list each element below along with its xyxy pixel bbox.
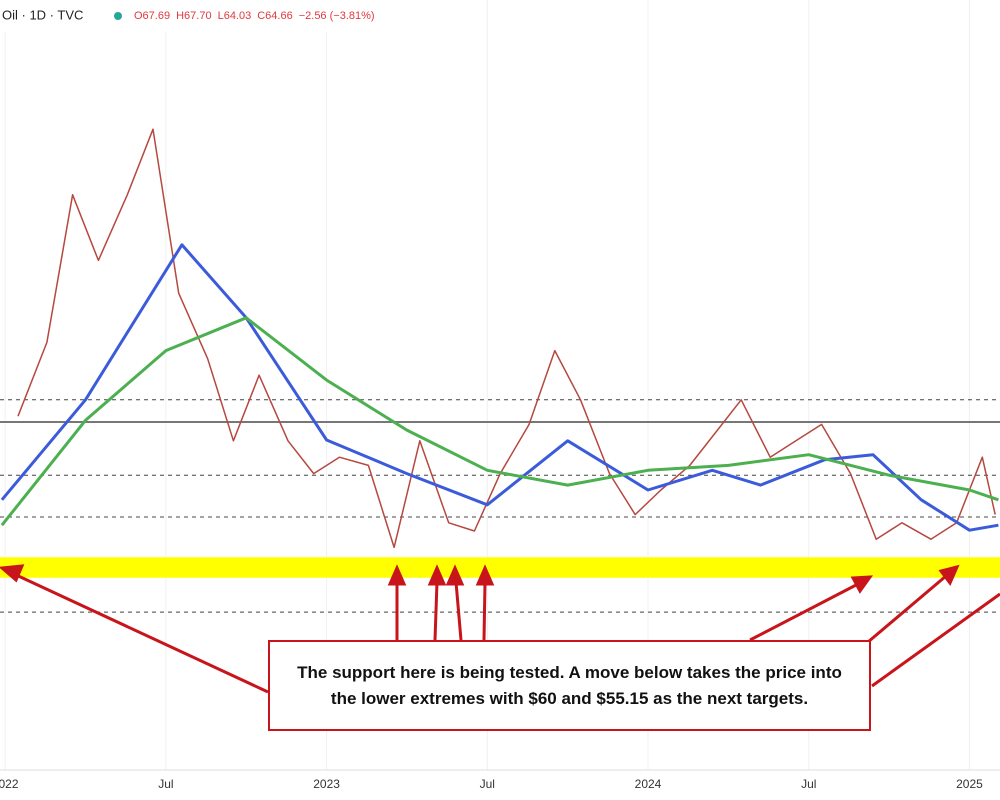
arrow-head [387,564,407,586]
x-axis-labels: 2022 Jul 2023 Jul 2024 Jul 2025 [0,777,983,791]
x-tick-label: 2024 [635,777,662,791]
arrow-head [475,564,495,586]
arrow-head [445,564,465,586]
arrow-head [427,564,447,586]
status-dot [114,12,122,20]
ohlc: O67.69 H67.70 L64.03 C64.66 −2.56 (−3.81%) [134,10,375,22]
arrow [454,581,463,641]
grid [4,0,970,770]
moving-average [0,243,999,532]
x-tick-label: Jul [158,777,173,791]
arrow [13,572,269,694]
series [0,128,999,549]
arrow [482,581,487,641]
ohlc-value: O67.69 [134,10,170,22]
support-zone [0,557,1000,578]
x-tick-label: Jul [801,777,816,791]
ohlc-value: C64.66 [257,10,292,22]
arrow [871,592,1000,688]
symbol: Oil · 1D · TVC [2,7,83,22]
annotation: The support here is being tested. A move… [268,640,871,731]
arrow-head [938,564,960,586]
arrow-head [0,564,25,583]
x-tick-label: Jul [480,777,495,791]
price-line [17,128,996,549]
ohlc-value: L64.03 [218,10,252,22]
x-tick-label: 2025 [956,777,983,791]
header-bg [0,0,470,32]
arrow-head [850,575,874,594]
arrow [433,581,439,641]
moving-average [0,316,999,527]
arrow [749,582,859,642]
arrows [0,564,1000,694]
ohlc-value: H67.70 [176,10,211,22]
arrow [867,574,947,644]
x-tick-label: 2023 [313,777,340,791]
change: −2.56 (−3.81%) [299,10,375,22]
levels [0,399,1000,613]
x-tick-label: 2022 [0,777,19,791]
